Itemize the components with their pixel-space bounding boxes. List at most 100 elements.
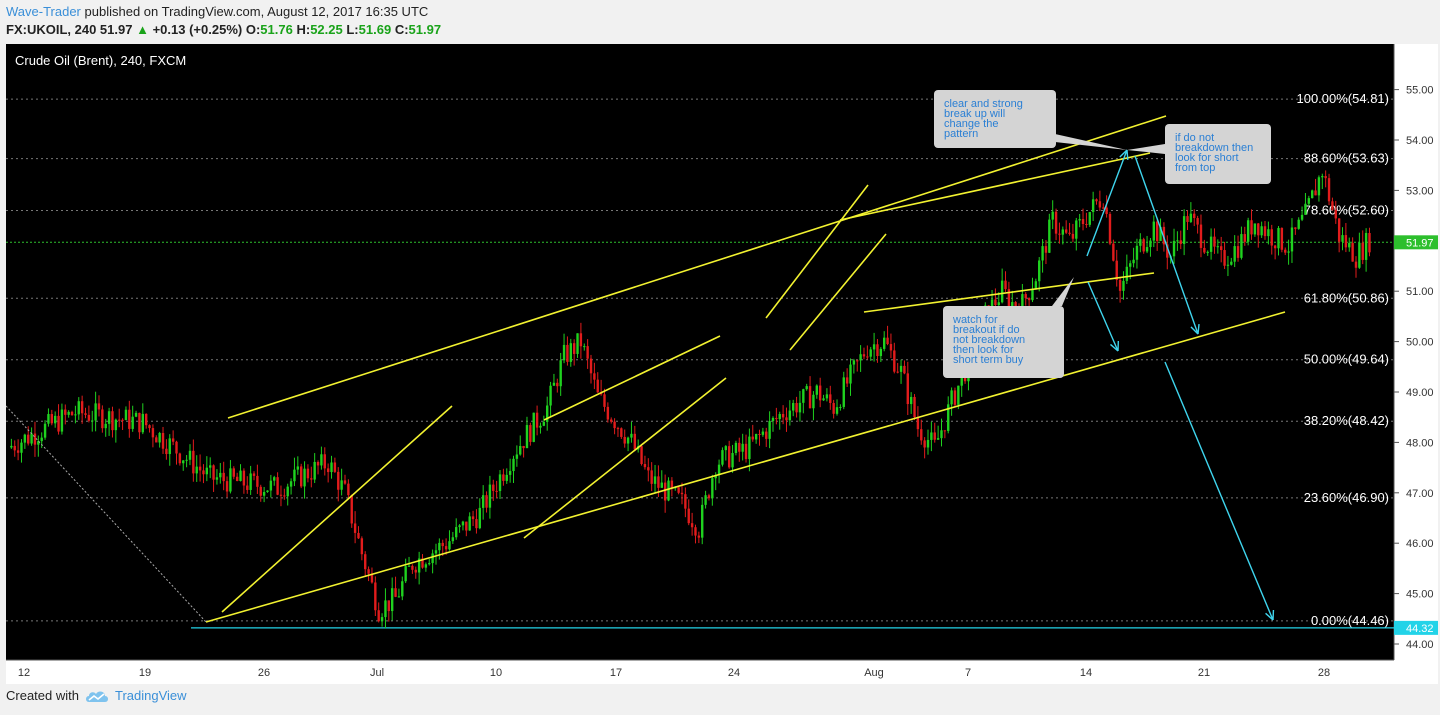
candle-up bbox=[1310, 190, 1314, 199]
candle-down bbox=[1007, 289, 1011, 309]
x-tick-label: 28 bbox=[1318, 667, 1330, 679]
candle-down bbox=[1098, 201, 1102, 208]
time-axis[interactable] bbox=[6, 660, 1438, 684]
x-tick-label: Jul bbox=[370, 667, 384, 679]
close-label: C: bbox=[394, 22, 409, 37]
created-with-label: Created with bbox=[6, 688, 79, 703]
chart-area[interactable]: Crude Oil (Brent), 240, FXCM 100.00%(54.… bbox=[5, 34, 1438, 684]
fib-level-label: 23.60%(46.90) bbox=[1304, 490, 1389, 505]
candle-down bbox=[903, 365, 906, 374]
candle-up bbox=[47, 414, 50, 424]
candle-up bbox=[802, 389, 805, 403]
candle-up bbox=[1129, 263, 1132, 267]
candle-down bbox=[246, 485, 249, 490]
price-chart[interactable]: Crude Oil (Brent), 240, FXCM 100.00%(54.… bbox=[5, 34, 1438, 684]
candle-up bbox=[209, 465, 212, 468]
candle-down bbox=[1058, 233, 1061, 235]
candle-up bbox=[407, 565, 411, 567]
note-break-up-box bbox=[934, 90, 1056, 148]
author-link[interactable]: Wave-Trader bbox=[6, 4, 81, 19]
candle-up bbox=[74, 414, 77, 416]
candle-down bbox=[1337, 218, 1341, 242]
candle-up bbox=[269, 480, 273, 491]
candle-down bbox=[374, 582, 377, 611]
x-tick-label: 26 bbox=[258, 667, 270, 679]
low-value: 51.69 bbox=[358, 22, 392, 37]
candle-down bbox=[1354, 261, 1358, 268]
candle-down bbox=[1024, 294, 1027, 299]
candle-down bbox=[471, 516, 475, 520]
candle-up bbox=[1304, 203, 1307, 215]
candle-up bbox=[960, 372, 963, 386]
projection-arrowhead bbox=[1110, 343, 1119, 352]
candle-down bbox=[232, 468, 235, 477]
price-axis[interactable] bbox=[1394, 44, 1438, 660]
candle-down bbox=[1085, 224, 1088, 226]
candle-up bbox=[239, 470, 242, 482]
candle-up bbox=[1290, 227, 1294, 252]
candle-up bbox=[77, 401, 80, 415]
candle-down bbox=[350, 495, 353, 524]
candle-down bbox=[502, 474, 505, 481]
candle-up bbox=[940, 430, 943, 439]
candle-down bbox=[421, 558, 424, 568]
x-tick-label: Aug bbox=[864, 667, 884, 679]
candle-up bbox=[667, 480, 670, 501]
chart-title: Crude Oil (Brent), 240, FXCM bbox=[15, 53, 186, 68]
candle-down bbox=[394, 588, 397, 597]
candle-down bbox=[161, 432, 165, 449]
candle-up bbox=[724, 446, 728, 451]
candle-down bbox=[367, 569, 370, 574]
candle-down bbox=[192, 450, 195, 474]
candle-up bbox=[872, 344, 876, 350]
candle-up bbox=[660, 482, 663, 488]
high-label: H: bbox=[296, 22, 311, 37]
candle-down bbox=[1368, 233, 1371, 253]
candle-up bbox=[748, 436, 751, 460]
candle-up bbox=[825, 394, 829, 399]
candle-down bbox=[920, 429, 923, 441]
candle-up bbox=[296, 466, 300, 470]
candle-down bbox=[252, 473, 256, 476]
tradingview-link[interactable]: TradingView bbox=[114, 688, 187, 703]
candle-up bbox=[539, 425, 542, 428]
candle-up bbox=[185, 459, 188, 461]
candle-down bbox=[353, 523, 357, 533]
note-break-up-text: clear and strong bbox=[944, 98, 1023, 110]
candle-up bbox=[1125, 266, 1129, 281]
candle-down bbox=[1071, 233, 1075, 239]
candle-up bbox=[849, 364, 852, 384]
x-tick-label: 12 bbox=[18, 667, 30, 679]
x-tick-label: 7 bbox=[965, 667, 971, 679]
candle-up bbox=[428, 563, 431, 565]
candle-down bbox=[1243, 234, 1246, 242]
candle-down bbox=[953, 390, 957, 405]
candle-up bbox=[714, 475, 717, 479]
last-price-tag bbox=[1394, 235, 1438, 250]
y-tick-label: 54.00 bbox=[1406, 135, 1434, 147]
candle-up bbox=[1034, 281, 1038, 290]
candle-down bbox=[623, 436, 626, 444]
candle-up bbox=[704, 495, 707, 505]
candle-up bbox=[812, 394, 815, 409]
candle-down bbox=[670, 480, 674, 489]
candle-down bbox=[1193, 213, 1196, 219]
note-break-up-text: pattern bbox=[944, 128, 978, 140]
candle-up bbox=[401, 581, 404, 597]
candle-down bbox=[171, 438, 175, 442]
candle-down bbox=[687, 508, 690, 524]
candle-down bbox=[259, 486, 262, 496]
candle-up bbox=[1172, 240, 1176, 257]
candle-down bbox=[593, 373, 596, 380]
candle-up bbox=[950, 390, 953, 405]
candle-up bbox=[842, 377, 845, 407]
candle-down bbox=[603, 394, 606, 407]
y-tick-label: 56.00 bbox=[1406, 44, 1434, 46]
candle-up bbox=[879, 348, 883, 357]
candle-up bbox=[168, 438, 171, 455]
candle-up bbox=[498, 474, 502, 492]
callout-pointer bbox=[1127, 144, 1165, 154]
trend-line bbox=[839, 152, 1151, 221]
candle-down bbox=[727, 446, 731, 468]
candle-down bbox=[529, 425, 532, 442]
